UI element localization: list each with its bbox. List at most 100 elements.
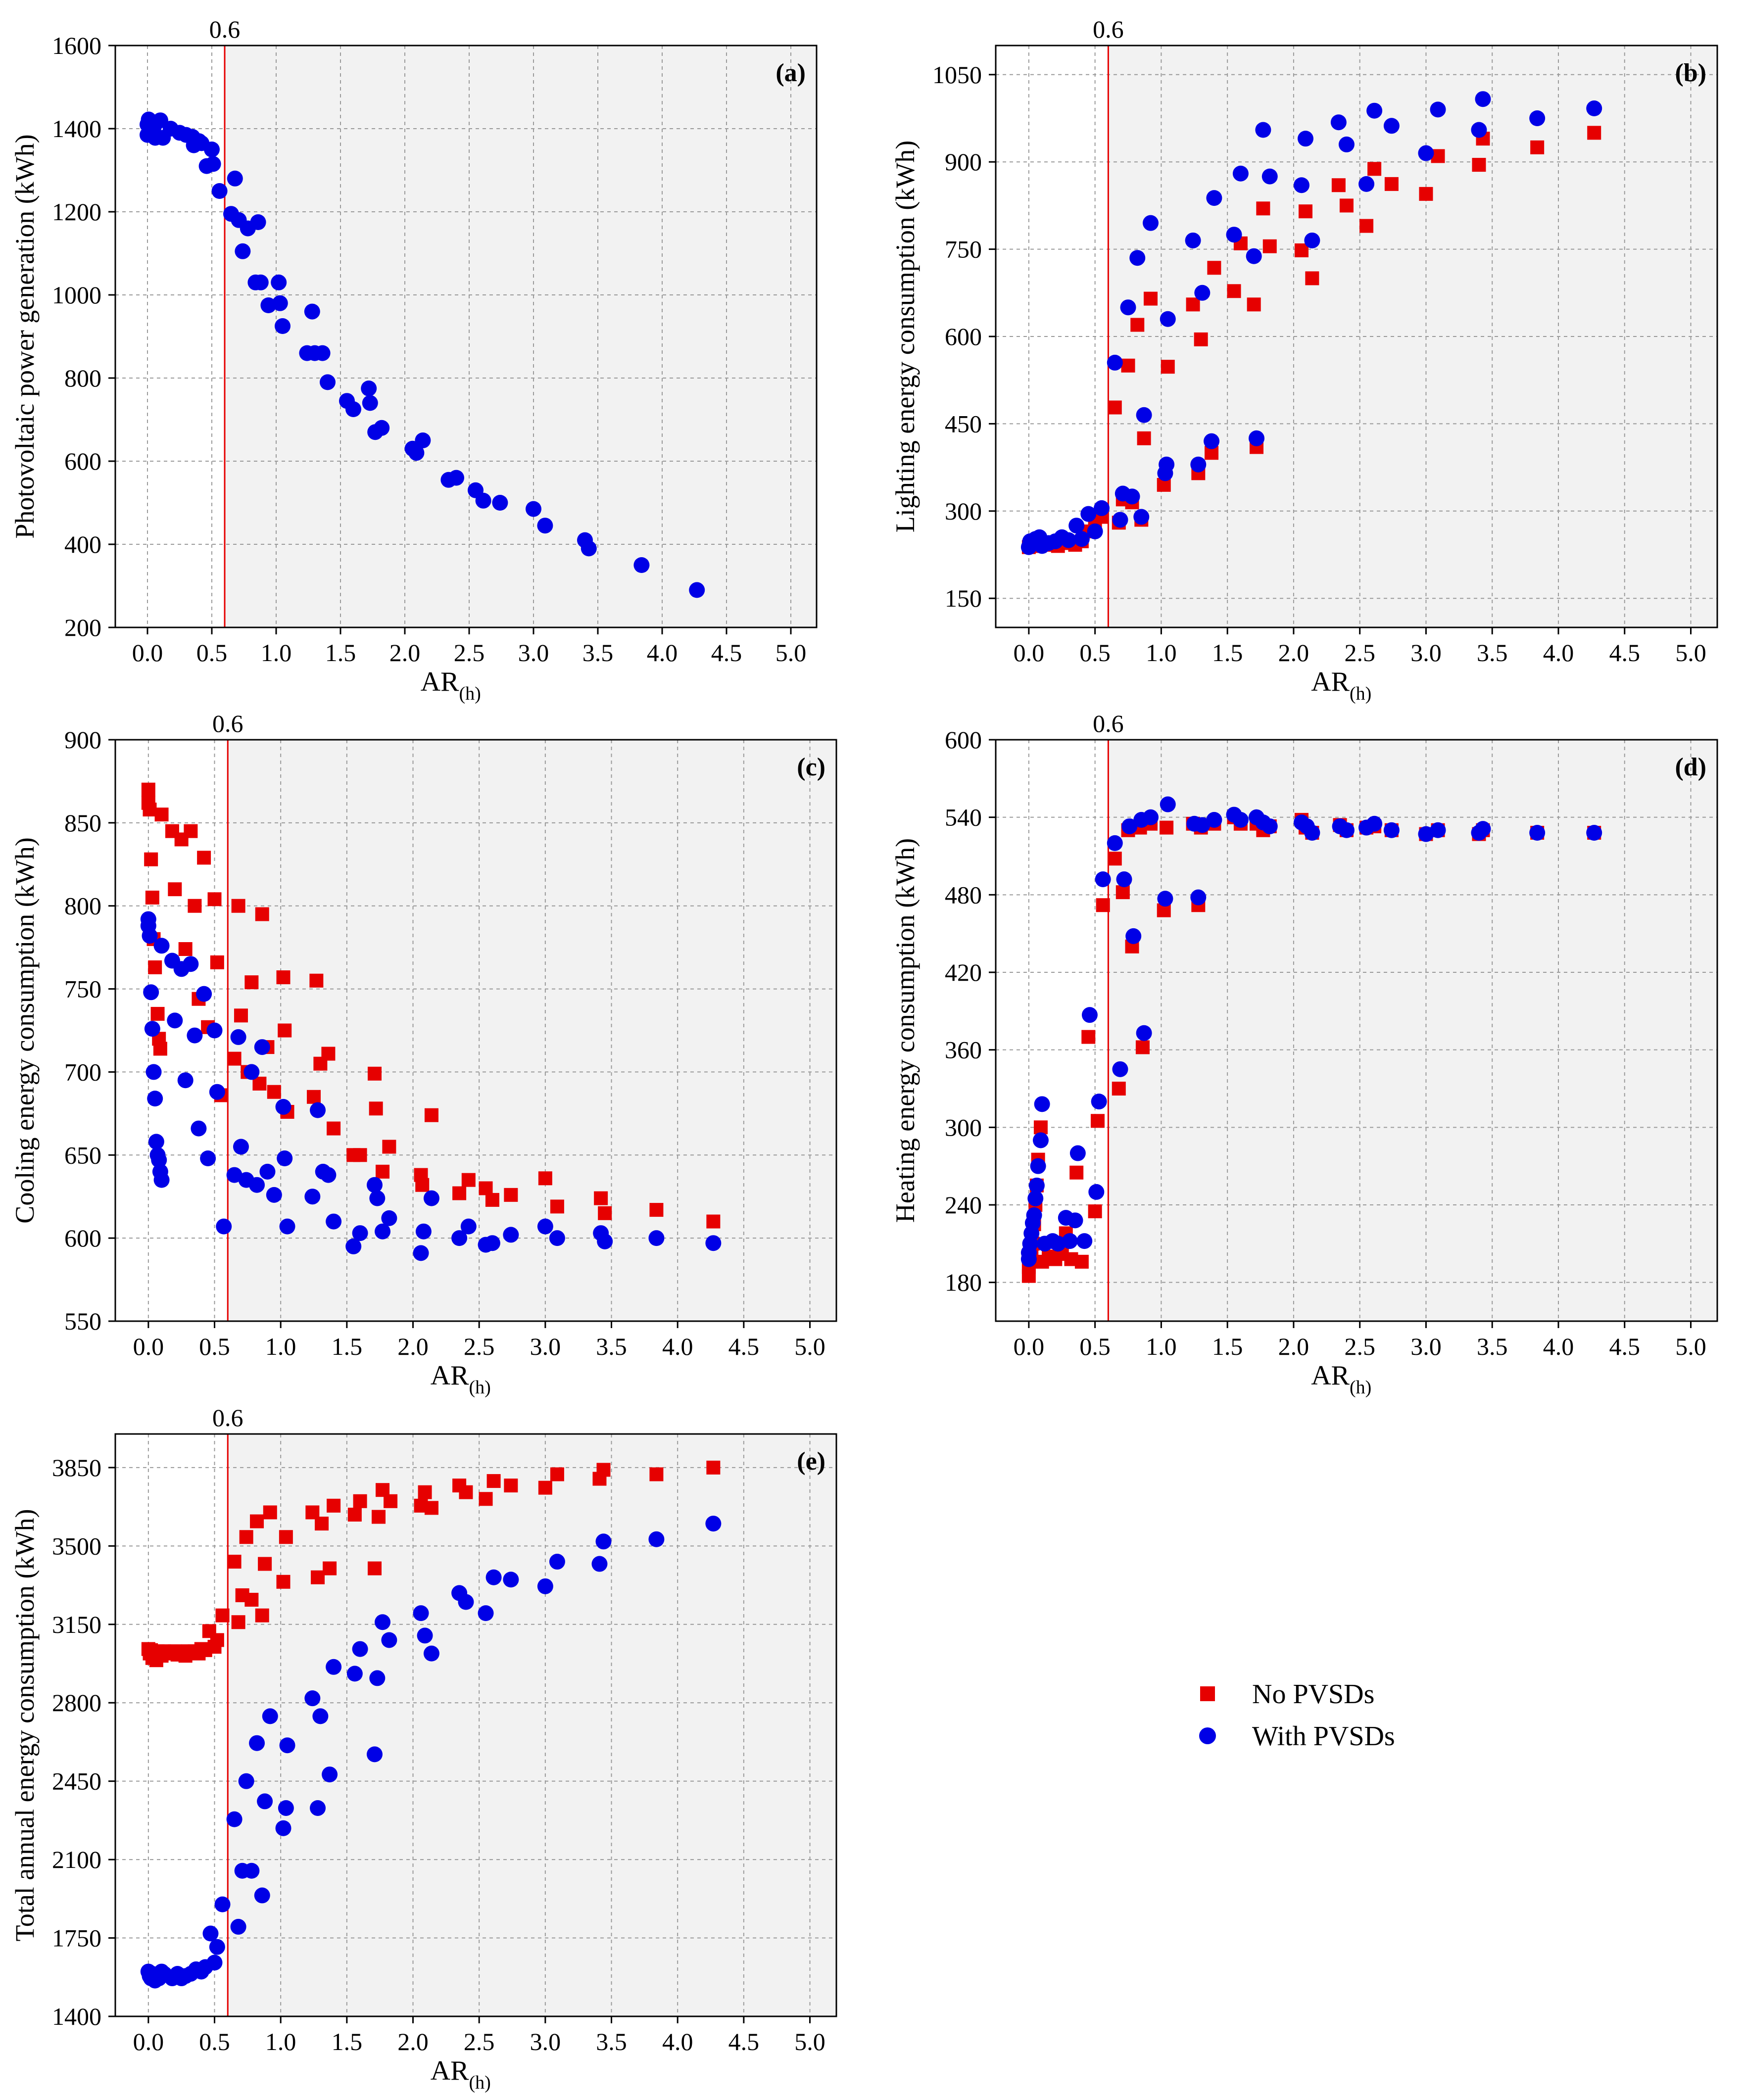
x-tick-label: 3.0	[530, 1333, 561, 1360]
data-point-with-pvsds	[1206, 190, 1222, 206]
data-point-with-pvsds	[226, 1167, 242, 1183]
data-point-with-pvsds	[648, 1531, 665, 1547]
data-point-with-pvsds	[1068, 518, 1085, 534]
legend-marker-circle	[1199, 1727, 1216, 1744]
data-point-no-pvsds	[231, 1615, 245, 1629]
y-tick-label: 800	[64, 364, 101, 392]
x-axis-label: AR	[1311, 667, 1350, 697]
data-point-with-pvsds	[277, 1150, 293, 1166]
data-point-with-pvsds	[1366, 815, 1383, 832]
data-point-with-pvsds	[595, 1533, 612, 1550]
y-tick-label: 1400	[52, 115, 101, 143]
data-point-no-pvsds	[424, 1108, 438, 1122]
data-point-with-pvsds	[597, 1233, 613, 1249]
data-point-no-pvsds	[145, 890, 159, 905]
data-point-with-pvsds	[1095, 871, 1111, 887]
data-point-with-pvsds	[252, 274, 269, 290]
data-point-with-pvsds	[1094, 500, 1110, 516]
plot-frame	[114, 1433, 837, 2017]
data-point-no-pvsds	[307, 1090, 321, 1104]
x-tick-label: 2.0	[397, 1333, 429, 1360]
data-point-no-pvsds	[1074, 1254, 1089, 1269]
data-point-with-pvsds	[250, 214, 266, 230]
data-point-with-pvsds	[1067, 1212, 1083, 1229]
data-point-with-pvsds	[1338, 822, 1355, 838]
y-tick-label: 360	[945, 1036, 982, 1064]
data-point-no-pvsds	[276, 970, 291, 985]
data-point-no-pvsds	[148, 960, 162, 974]
data-point-no-pvsds	[1160, 820, 1174, 835]
data-point-with-pvsds	[1032, 1132, 1049, 1148]
shaded-region	[1108, 740, 1717, 1321]
data-point-no-pvsds	[1135, 1040, 1150, 1054]
data-point-with-pvsds	[227, 170, 243, 187]
data-point-with-pvsds	[503, 1227, 519, 1243]
data-point-with-pvsds	[254, 1039, 270, 1055]
data-point-with-pvsds	[249, 1177, 265, 1193]
y-tick-label: 150	[945, 584, 982, 612]
data-point-with-pvsds	[1261, 818, 1278, 834]
x-axis-label-subscript: (h)	[459, 683, 481, 704]
data-point-with-pvsds	[591, 1556, 608, 1572]
data-point-no-pvsds	[1247, 297, 1261, 312]
data-point-no-pvsds	[1088, 1204, 1102, 1219]
y-axis-label: Photovoltaic power generation (kWh)	[10, 134, 40, 538]
data-point-with-pvsds	[314, 345, 331, 361]
y-tick-label: 1750	[52, 1924, 101, 1952]
data-point-with-pvsds	[326, 1213, 342, 1230]
data-point-no-pvsds	[1367, 162, 1382, 176]
x-tick-label: 0.0	[133, 1333, 164, 1360]
chart-panel-a: 0.0 0.5 1.0 1.5 2.0 2.5 3.0 3.5 4.0 4.5 5.0 200 400 6…	[10, 15, 818, 704]
plot-frame	[995, 739, 1718, 1322]
data-point-with-pvsds	[1430, 101, 1446, 118]
data-point-no-pvsds	[1194, 332, 1208, 346]
data-point-no-pvsds	[1090, 1114, 1105, 1128]
x-tick-label: 3.0	[530, 2028, 561, 2055]
chart-panel-d: 0.0 0.5 1.0 1.5 2.0 2.5 3.0 3.5 4.0 4.5 5.0 180 240 3…	[890, 710, 1718, 1398]
data-point-with-pvsds	[1160, 796, 1176, 812]
data-point-with-pvsds	[1383, 118, 1400, 134]
data-point-with-pvsds	[1120, 299, 1136, 316]
data-point-no-pvsds	[1161, 360, 1175, 374]
data-point-with-pvsds	[1124, 488, 1140, 505]
data-point-with-pvsds	[362, 395, 378, 411]
legend: No PVSDs With PVSDs	[1199, 1679, 1395, 1752]
plot-frame	[114, 45, 818, 628]
data-point-no-pvsds	[538, 1480, 552, 1495]
data-point-with-pvsds	[279, 1218, 295, 1235]
data-point-no-pvsds	[649, 1467, 664, 1481]
y-tick-label: 420	[945, 958, 982, 986]
data-point-with-pvsds	[417, 1627, 433, 1644]
panel-label: (e)	[797, 1447, 825, 1476]
y-tick-label: 3850	[52, 1454, 101, 1481]
data-point-no-pvsds	[649, 1203, 664, 1217]
data-point-with-pvsds	[243, 1862, 260, 1879]
data-point-with-pvsds	[526, 501, 541, 517]
data-point-with-pvsds	[196, 986, 212, 1002]
data-point-no-pvsds	[1069, 1165, 1084, 1180]
data-point-no-pvsds	[479, 1181, 493, 1195]
data-point-with-pvsds	[1107, 354, 1123, 371]
data-point-no-pvsds	[1256, 201, 1270, 216]
plot-frame	[114, 739, 837, 1322]
y-tick-label: 1050	[932, 61, 982, 89]
data-point-no-pvsds	[184, 824, 198, 838]
data-point-with-pvsds	[423, 1190, 439, 1206]
data-point-with-pvsds	[448, 470, 464, 486]
panel-label: (d)	[1675, 753, 1706, 781]
plot-frame	[995, 45, 1718, 628]
threshold-label: 0.6	[212, 710, 243, 737]
data-point-no-pvsds	[1339, 198, 1354, 213]
x-tick-label: 3.5	[1477, 639, 1508, 667]
data-point-no-pvsds	[486, 1474, 501, 1488]
data-point-with-pvsds	[1529, 825, 1546, 841]
data-point-no-pvsds	[1262, 239, 1277, 253]
x-tick-label: 1.0	[265, 2028, 296, 2055]
data-point-with-pvsds	[326, 1659, 342, 1675]
data-point-with-pvsds	[312, 1708, 329, 1724]
x-tick-label: 2.5	[1344, 1333, 1375, 1360]
threshold-label: 0.6	[1093, 710, 1124, 737]
data-point-no-pvsds	[598, 1206, 612, 1220]
data-point-with-pvsds	[1069, 1145, 1086, 1161]
x-axis-label-subscript: (h)	[1350, 1377, 1371, 1398]
